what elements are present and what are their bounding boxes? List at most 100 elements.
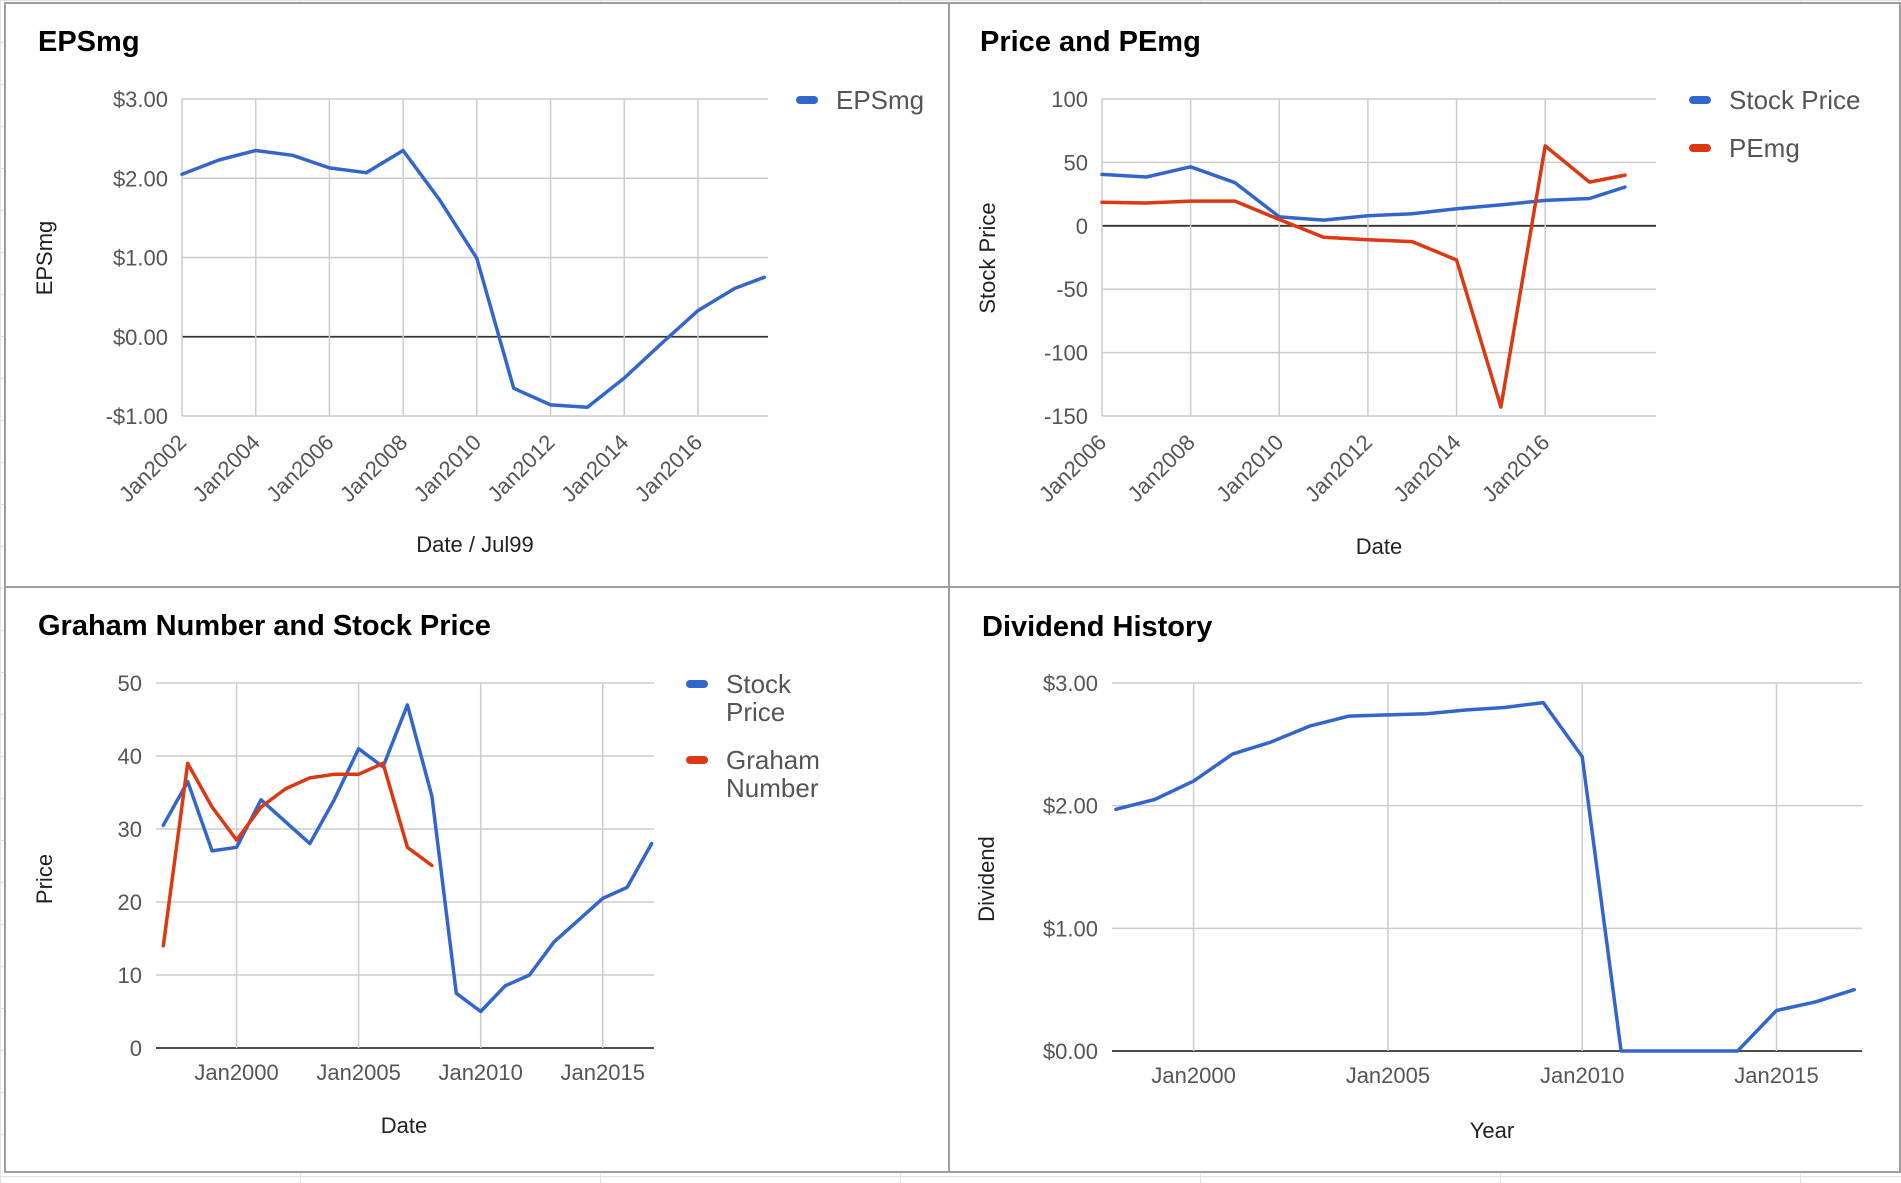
data-point: [503, 984, 507, 988]
chart-dividend: Dividend History $0.00 $1.00 $2.00 $3.00 Jan2…: [974, 611, 1862, 1143]
y-tick-label: -$1.00: [106, 404, 168, 429]
legend-swatch: [686, 756, 708, 764]
chart-title: Graham Number and Stock Price: [38, 610, 491, 642]
chart-panel-price-pemg[interactable]: Price and PEmg -150 -100 -50 0 50 100 Jan2006 Ja…: [948, 2, 1901, 588]
x-tick-label: Jan2000: [1151, 1063, 1235, 1088]
data-point: [1464, 708, 1468, 712]
data-point: [364, 171, 368, 175]
data-point: [512, 386, 516, 390]
data-point: [1697, 1049, 1701, 1053]
y-tick-label: $3.00: [113, 87, 168, 112]
legend-label: PEmg: [1729, 133, 1800, 163]
data-point: [438, 198, 442, 202]
y-tick-label: 50: [118, 671, 142, 696]
chart-panel-dividend[interactable]: Dividend History $0.00 $1.00 $2.00 $3.00 Jan2…: [948, 586, 1901, 1173]
x-tick-label: Jan2005: [316, 1060, 400, 1085]
legend-swatch: [1689, 96, 1711, 104]
data-point: [357, 747, 361, 751]
x-tick-label: Jan2016: [1477, 430, 1554, 507]
legend-swatch: [686, 680, 708, 688]
series-line-stock-price: [1100, 165, 1627, 222]
legend-label: Graham: [726, 745, 820, 775]
series-line-dividend: [1114, 700, 1856, 1053]
data-point: [528, 973, 532, 977]
data-point: [1366, 238, 1370, 242]
x-tick-label: Jan2015: [561, 1060, 645, 1085]
data-point: [186, 761, 190, 765]
x-tick-label: Jan2004: [188, 430, 265, 507]
data-point: [254, 149, 258, 153]
y-tick-label: -50: [1056, 277, 1088, 302]
data-point: [308, 842, 312, 846]
x-tick-label: Jan2010: [409, 430, 486, 507]
data-point: [1623, 173, 1627, 177]
y-tick-label: $2.00: [1043, 794, 1098, 819]
y-tick-label: -150: [1044, 404, 1088, 429]
data-point: [625, 885, 629, 889]
data-point: [1623, 185, 1627, 189]
y-tick-label: $0.00: [1043, 1039, 1098, 1064]
data-point: [1189, 165, 1193, 169]
y-tick-label: 0: [130, 1036, 142, 1061]
data-point: [1144, 175, 1148, 179]
data-point: [332, 798, 336, 802]
y-axis-title: Dividend: [974, 836, 999, 922]
x-tick-label: Jan2015: [1734, 1063, 1818, 1088]
data-point: [1813, 1000, 1817, 1004]
y-tick-label: 20: [118, 890, 142, 915]
data-point: [430, 794, 434, 798]
data-point: [1541, 701, 1545, 705]
data-point: [1410, 240, 1414, 244]
legend-label: Price: [726, 697, 785, 727]
data-point: [1410, 212, 1414, 216]
data-point: [1499, 203, 1503, 207]
data-point: [259, 798, 263, 802]
x-axis-title: Date: [381, 1113, 427, 1138]
data-point: [1277, 217, 1281, 221]
y-tick-label: 0: [1076, 214, 1088, 239]
chart-panel-graham[interactable]: Graham Number and Stock Price 0 10 20 30 40 50…: [4, 586, 950, 1173]
x-axis-title: Date / Jul99: [416, 532, 533, 557]
y-tick-label: $1.00: [1043, 916, 1098, 941]
data-point: [1233, 181, 1237, 185]
chart-epsmg: EPSmg-$1.00$0.00$1.00$2.00$3.00Jan2002Ja…: [32, 26, 924, 557]
data-point: [650, 842, 654, 846]
data-point: [1543, 144, 1547, 148]
data-point: [1153, 798, 1157, 802]
legend-swatch: [1689, 144, 1711, 152]
data-point: [1386, 713, 1390, 717]
data-point: [1543, 198, 1547, 202]
data-point: [1580, 755, 1584, 759]
data-point: [1230, 752, 1234, 756]
data-point: [762, 275, 766, 279]
legend-label: Stock Price: [1729, 85, 1861, 115]
data-point: [235, 845, 239, 849]
data-point: [332, 772, 336, 776]
x-tick-label: Jan2006: [1034, 430, 1111, 507]
legend-swatch: [796, 96, 818, 104]
data-point: [401, 149, 405, 153]
y-tick-label: $1.00: [113, 246, 168, 271]
data-point: [1189, 199, 1193, 203]
x-tick-label: Jan2008: [1122, 430, 1199, 507]
y-axis-title: EPSmg: [32, 221, 57, 296]
y-axis-title: Stock Price: [975, 202, 1000, 313]
x-tick-label: Jan2012: [482, 430, 559, 507]
legend-label: EPSmg: [836, 85, 924, 115]
data-point: [1852, 988, 1856, 992]
data-point: [1425, 712, 1429, 716]
data-point: [1144, 201, 1148, 205]
data-point: [1455, 207, 1459, 211]
data-point: [1322, 235, 1326, 239]
x-tick-label: Jan2006: [261, 430, 338, 507]
data-point: [217, 158, 221, 162]
data-point: [696, 309, 700, 313]
data-point: [381, 761, 385, 765]
x-tick-label: Jan2014: [1388, 430, 1465, 507]
chart-panel-epsmg[interactable]: EPSmg -$1.00 $0.00 $1.00 $2.00 $3.00 Jan2002 Ja…: [4, 2, 950, 588]
y-tick-label: 10: [118, 963, 142, 988]
data-point: [1588, 180, 1592, 184]
data-point: [283, 787, 287, 791]
y-tick-label: 100: [1051, 87, 1088, 112]
